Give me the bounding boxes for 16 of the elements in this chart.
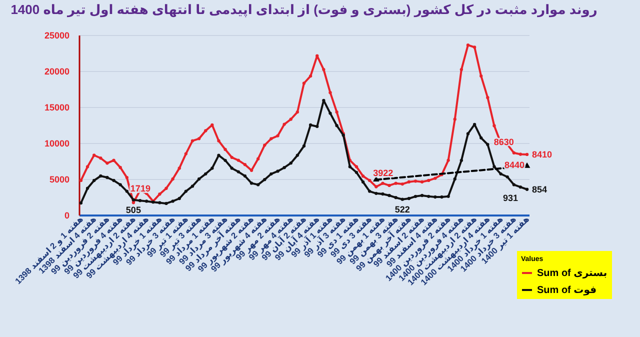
data-label: 522	[394, 204, 410, 214]
y-tick-label: 15000	[44, 102, 70, 112]
y-tick-label: 25000	[44, 30, 70, 40]
y-tick-label: 10000	[44, 138, 70, 148]
data-label: 3922	[373, 168, 394, 178]
y-tick-label: 0	[64, 210, 70, 220]
y-tick-label: 5000	[49, 174, 70, 184]
chart-title: روند موارد مثبت در کل کشور (بستری و فوت) از ابتدای اپیدمی تا انتهای هفته اول تیر ماه 1400	[10, 2, 598, 18]
data-label: 505	[126, 204, 141, 215]
data-label: 8410	[532, 149, 552, 160]
data-label: 854	[532, 184, 548, 194]
y-tick-label: 20000	[44, 66, 70, 76]
legend-label: Sum of فوت	[537, 285, 597, 296]
legend-label: Sum of بستری	[537, 268, 608, 279]
data-label: 1719	[130, 184, 150, 194]
data-label: 931	[502, 193, 518, 204]
